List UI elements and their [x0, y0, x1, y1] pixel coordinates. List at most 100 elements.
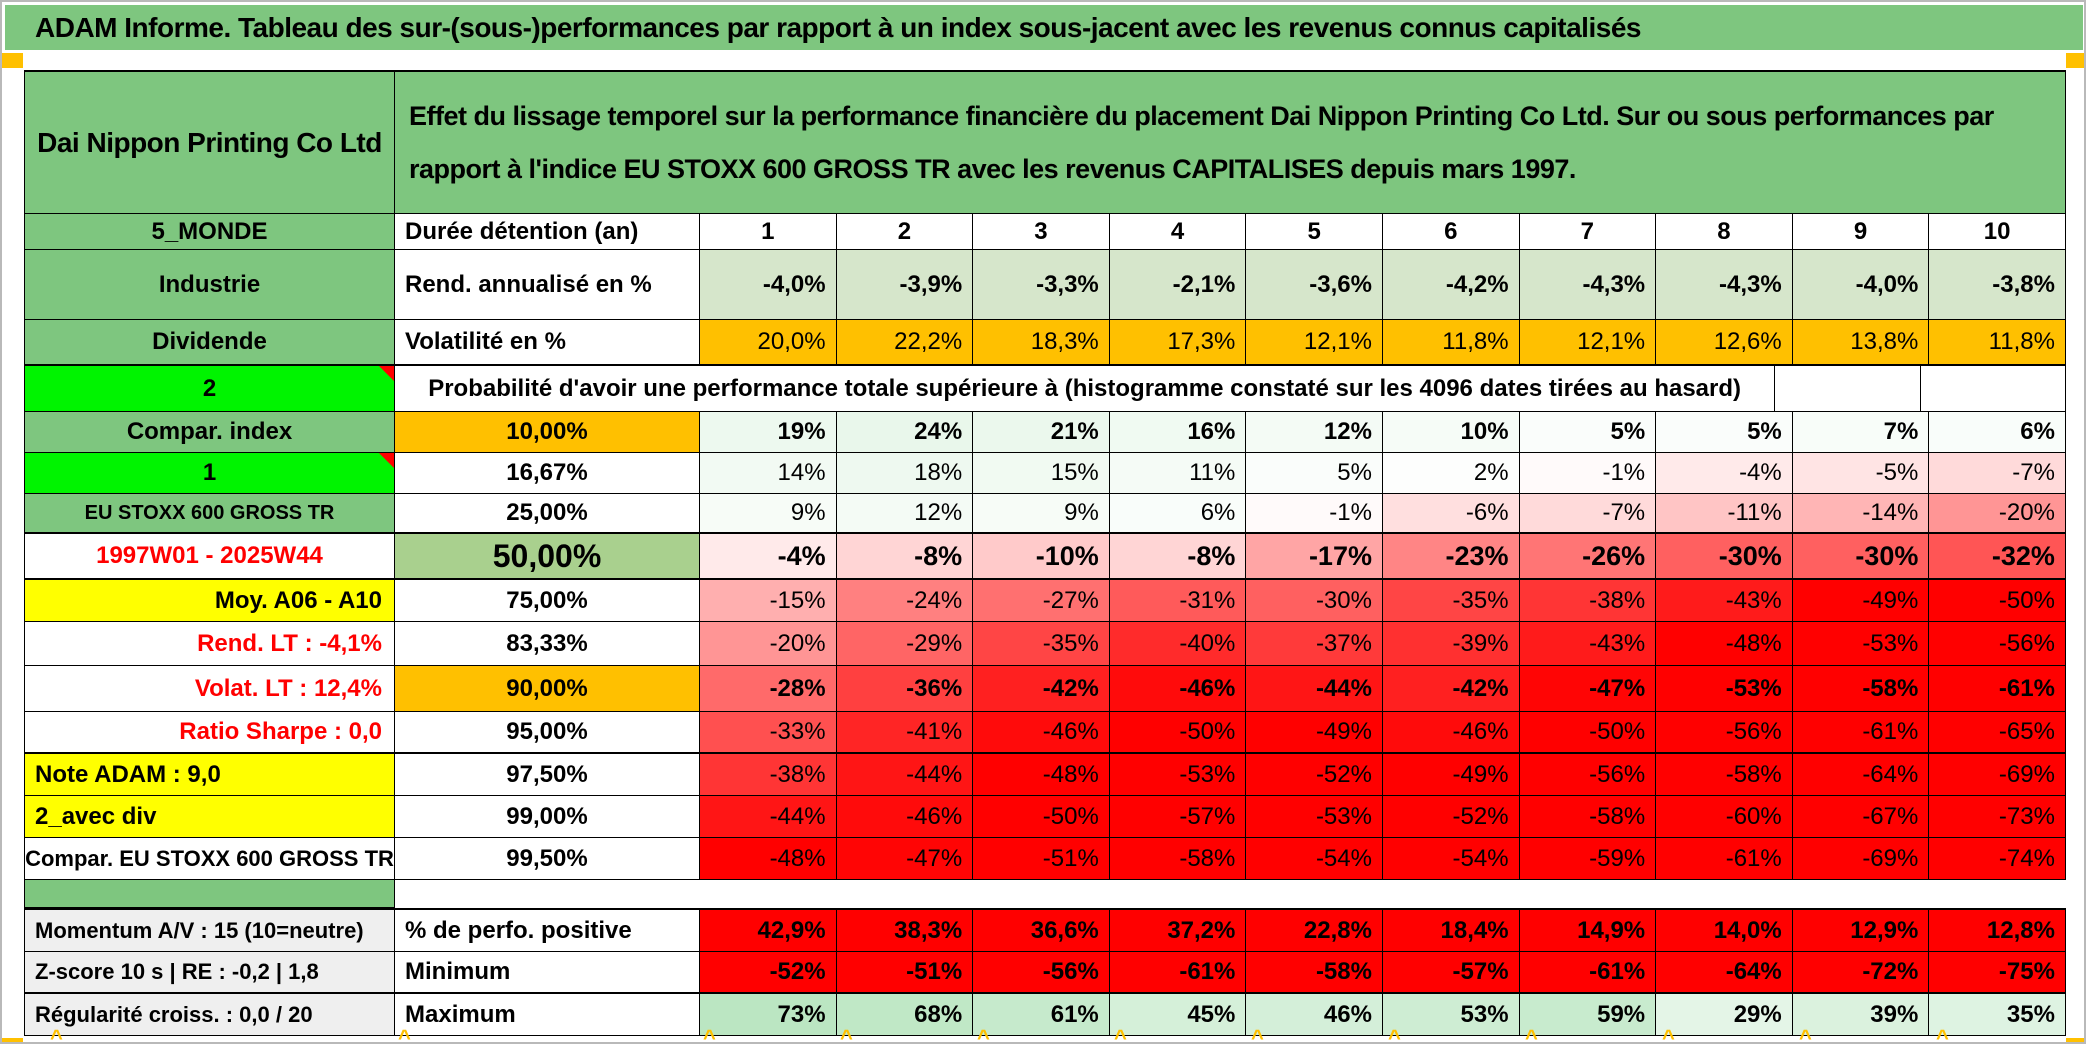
matrix-cell[interactable]: 5% — [1246, 453, 1383, 494]
matrix-cell[interactable]: 17,3% — [1109, 320, 1247, 366]
matrix-cell[interactable]: 13,8% — [1792, 320, 1930, 366]
matrix-cell[interactable]: -1% — [1519, 453, 1657, 494]
matrix-cell[interactable]: 10% — [1382, 412, 1520, 453]
row-header-p50[interactable]: 50,00% — [395, 534, 700, 580]
matrix-cell[interactable]: 22,2% — [836, 320, 974, 366]
matrix-cell[interactable]: -52% — [700, 952, 837, 994]
matrix-cell[interactable]: 7 — [1519, 214, 1657, 250]
matrix-cell[interactable]: 14,9% — [1519, 908, 1657, 952]
row-header-p97[interactable]: 97,50% — [395, 754, 700, 796]
matrix-cell[interactable]: -35% — [973, 622, 1110, 666]
matrix-cell[interactable]: 42,9% — [700, 908, 837, 952]
row-label-p83[interactable]: Rend. LT : -4,1% — [24, 622, 395, 666]
row-header-p99[interactable]: 99,00% — [395, 796, 700, 838]
matrix-cell[interactable]: 12,9% — [1792, 908, 1930, 952]
matrix-cell[interactable]: 10 — [1929, 214, 2066, 250]
matrix-cell[interactable]: 5% — [1519, 412, 1657, 453]
matrix-cell[interactable]: -14% — [1792, 494, 1930, 534]
matrix-cell[interactable]: -50% — [973, 796, 1110, 838]
matrix-cell[interactable]: -32% — [1929, 534, 2066, 580]
matrix-cell[interactable]: -29% — [836, 622, 974, 666]
matrix-cell[interactable]: 6% — [1929, 412, 2066, 453]
matrix-cell[interactable]: -61% — [1656, 838, 1793, 880]
row-label-p97[interactable]: Note ADAM : 9,0 — [24, 754, 395, 796]
matrix-cell[interactable]: 6% — [1109, 494, 1247, 534]
matrix-cell[interactable]: -40% — [1109, 622, 1247, 666]
matrix-cell[interactable]: -49% — [1792, 580, 1930, 622]
matrix-cell[interactable]: -49% — [1382, 754, 1520, 796]
matrix-cell[interactable]: -64% — [1656, 952, 1793, 994]
row-label-vol[interactable]: Dividende — [24, 320, 395, 366]
matrix-cell[interactable]: -44% — [836, 754, 974, 796]
row-header-p25[interactable]: 25,00% — [395, 494, 700, 534]
matrix-cell[interactable]: -61% — [1929, 666, 2066, 712]
row-label-rend[interactable]: Industrie — [24, 250, 395, 320]
matrix-cell[interactable]: -61% — [1792, 712, 1930, 754]
row-label-mom[interactable]: Momentum A/V : 15 (10=neutre) — [24, 908, 395, 952]
matrix-cell[interactable]: 9% — [700, 494, 837, 534]
matrix-cell[interactable]: -47% — [836, 838, 974, 880]
matrix-cell[interactable]: 9 — [1792, 214, 1930, 250]
matrix-cell[interactable]: -7% — [1929, 453, 2066, 494]
matrix-cell[interactable]: -4,2% — [1382, 250, 1520, 320]
matrix-cell[interactable]: 11,8% — [1929, 320, 2066, 366]
matrix-cell[interactable]: 61% — [973, 994, 1110, 1036]
matrix-cell[interactable]: -30% — [1246, 580, 1383, 622]
matrix-cell[interactable]: -27% — [973, 580, 1110, 622]
row-label-duration[interactable]: 5_MONDE — [24, 214, 395, 250]
matrix-cell[interactable]: -39% — [1382, 622, 1520, 666]
row-label-p50[interactable]: 1997W01 - 2025W44 — [24, 534, 395, 580]
row-header-mom[interactable]: % de perfo. positive — [395, 908, 700, 952]
matrix-cell[interactable]: -56% — [1519, 754, 1657, 796]
matrix-cell[interactable]: -43% — [1656, 580, 1793, 622]
row-label-p16[interactable]: 1 — [24, 453, 395, 494]
matrix-cell[interactable]: -5% — [1792, 453, 1930, 494]
matrix-cell[interactable]: -24% — [836, 580, 974, 622]
matrix-cell[interactable]: -7% — [1519, 494, 1657, 534]
matrix-cell[interactable]: -58% — [1656, 754, 1793, 796]
matrix-cell[interactable]: 2% — [1382, 453, 1520, 494]
matrix-cell[interactable]: -33% — [700, 712, 837, 754]
row-label-zsc[interactable]: Z-score 10 s | RE : -0,2 | 1,8 — [24, 952, 395, 994]
matrix-cell[interactable]: -8% — [836, 534, 974, 580]
matrix-cell[interactable]: -48% — [700, 838, 837, 880]
matrix-cell[interactable]: -53% — [1246, 796, 1383, 838]
matrix-cell[interactable]: -30% — [1792, 534, 1930, 580]
matrix-cell[interactable]: 5 — [1246, 214, 1383, 250]
matrix-cell[interactable]: -74% — [1929, 838, 2066, 880]
row-label-p10[interactable]: Compar. index — [24, 412, 395, 453]
row-label-reg[interactable]: Régularité croiss. : 0,0 / 20 — [24, 994, 395, 1036]
matrix-cell[interactable]: -23% — [1382, 534, 1520, 580]
matrix-cell[interactable]: 9% — [973, 494, 1110, 534]
matrix-cell[interactable]: -38% — [1519, 580, 1657, 622]
matrix-cell[interactable]: -52% — [1246, 754, 1383, 796]
matrix-cell[interactable]: -51% — [836, 952, 974, 994]
row-header-p95[interactable]: 95,00% — [395, 712, 700, 754]
matrix-cell[interactable]: -56% — [1656, 712, 1793, 754]
row-label-p90[interactable]: Volat. LT : 12,4% — [24, 666, 395, 712]
matrix-cell[interactable]: -53% — [1109, 754, 1247, 796]
row-header-p90[interactable]: 90,00% — [395, 666, 700, 712]
row-header-p83[interactable]: 83,33% — [395, 622, 700, 666]
row-header-duration[interactable]: Durée détention (an) — [395, 214, 700, 250]
matrix-cell[interactable]: -35% — [1382, 580, 1520, 622]
matrix-cell[interactable]: 35% — [1929, 994, 2066, 1036]
matrix-cell[interactable]: 68% — [836, 994, 974, 1036]
matrix-cell[interactable]: 16% — [1109, 412, 1247, 453]
row-label-spacer[interactable] — [24, 880, 395, 908]
matrix-cell[interactable]: -43% — [1519, 622, 1657, 666]
matrix-cell[interactable]: -42% — [973, 666, 1110, 712]
matrix-cell[interactable]: 73% — [700, 994, 837, 1036]
row-header-p16[interactable]: 16,67% — [395, 453, 700, 494]
row-label-p995[interactable]: Compar. EU STOXX 600 GROSS TR — [24, 838, 395, 880]
row-label-p99[interactable]: 2_avec div — [24, 796, 395, 838]
matrix-cell[interactable]: 12,8% — [1929, 908, 2066, 952]
row-label-p25[interactable]: EU STOXX 600 GROSS TR — [24, 494, 395, 534]
matrix-cell[interactable]: 1 — [700, 214, 837, 250]
matrix-cell[interactable]: 59% — [1519, 994, 1657, 1036]
matrix-cell[interactable]: -54% — [1382, 838, 1520, 880]
matrix-cell[interactable]: 45% — [1109, 994, 1247, 1036]
matrix-cell[interactable]: 37,2% — [1109, 908, 1247, 952]
row-header-vol[interactable]: Volatilité en % — [395, 320, 700, 366]
matrix-cell[interactable]: -3,8% — [1929, 250, 2066, 320]
